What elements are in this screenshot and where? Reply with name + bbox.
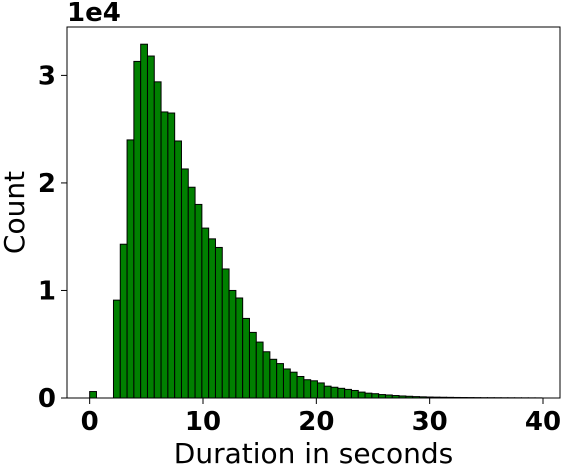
y-tick-label: 2 xyxy=(38,169,56,199)
y-tick-label: 3 xyxy=(38,61,56,91)
histogram-bar xyxy=(160,111,169,399)
histogram-bar xyxy=(133,60,142,399)
histogram-bar xyxy=(316,382,325,399)
histogram-bar xyxy=(146,55,155,399)
histogram-bar xyxy=(180,168,189,399)
histogram-bar xyxy=(337,387,346,399)
histogram-bar xyxy=(208,238,216,399)
x-tick-label: 20 xyxy=(298,407,334,437)
x-axis-label: Duration in seconds xyxy=(174,437,453,470)
histogram-bar xyxy=(255,341,264,399)
histogram-bar xyxy=(214,246,223,399)
histogram-bar xyxy=(112,299,121,399)
histogram-bar xyxy=(276,363,284,399)
histogram-bar xyxy=(242,317,250,399)
histogram-bar xyxy=(187,186,196,399)
histogram-bar xyxy=(119,243,128,399)
y-axis: 0 1 2 3 xyxy=(38,61,67,414)
x-tick-label: 0 xyxy=(81,407,99,437)
histogram-bar xyxy=(364,392,373,399)
y-tick-label: 1 xyxy=(38,276,56,306)
histogram-bar xyxy=(289,371,298,399)
histogram-bar xyxy=(167,112,176,399)
x-axis: 0 10 20 30 40 xyxy=(81,398,561,437)
plot-frame xyxy=(66,26,561,399)
histogram-bar xyxy=(310,380,318,399)
histogram-bar xyxy=(323,385,332,399)
x-tick-label: 30 xyxy=(412,407,448,437)
histogram-bar xyxy=(269,358,278,399)
histogram-bar xyxy=(228,289,237,399)
histogram-bar xyxy=(174,140,182,399)
histogram-bar xyxy=(153,81,162,399)
histogram-bar xyxy=(194,203,203,399)
y-tick-label: 0 xyxy=(38,384,56,414)
x-tick-label: 10 xyxy=(185,407,221,437)
histogram-bar xyxy=(303,379,312,399)
x-tick-label: 40 xyxy=(525,407,561,437)
histogram-bar xyxy=(378,394,386,399)
histogram-bar xyxy=(344,388,352,399)
histogram-bar xyxy=(357,391,366,399)
histogram-bar xyxy=(350,389,359,399)
histogram-bar xyxy=(371,393,380,399)
histogram-bar xyxy=(140,43,148,399)
histogram-bar xyxy=(262,351,271,399)
histogram-bar xyxy=(126,139,135,399)
y-axis-offset-label: 1e4 xyxy=(67,0,121,28)
histogram-bar xyxy=(296,375,305,399)
y-axis-label: Count xyxy=(0,171,31,254)
histogram-bar xyxy=(282,368,291,399)
histogram-bar xyxy=(221,268,230,399)
histogram-bar xyxy=(89,391,97,399)
histogram-bar xyxy=(201,227,210,399)
histogram-bars xyxy=(89,43,543,399)
histogram-bar xyxy=(248,331,257,399)
histogram-bar xyxy=(235,297,244,399)
histogram-bar xyxy=(330,386,339,399)
